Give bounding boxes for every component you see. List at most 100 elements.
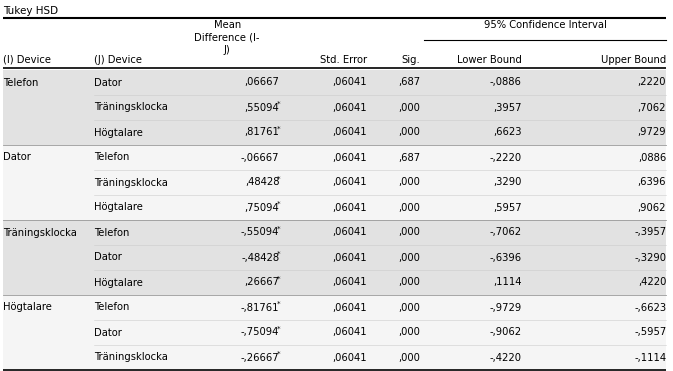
Text: ,000: ,000 [398, 177, 421, 187]
Text: Sig.: Sig. [402, 55, 421, 65]
Text: -,1114: -,1114 [634, 352, 666, 362]
Bar [3, 295, 94, 370]
Text: ,06041: ,06041 [332, 177, 367, 187]
Text: *: * [277, 226, 280, 232]
Bar [94, 120, 666, 145]
Text: ,5957: ,5957 [493, 203, 522, 213]
Text: -,6396: -,6396 [489, 253, 522, 263]
Text: ,06041: ,06041 [332, 128, 367, 138]
Bar [3, 70, 94, 145]
Text: ,06041: ,06041 [332, 253, 367, 263]
Text: ,06041: ,06041 [332, 302, 367, 312]
Text: -,26667: -,26667 [241, 352, 279, 362]
Text: ,06041: ,06041 [332, 278, 367, 288]
Text: ,000: ,000 [398, 253, 421, 263]
Text: Dator: Dator [94, 78, 122, 88]
Text: -,9062: -,9062 [489, 328, 522, 338]
Text: -,2220: -,2220 [489, 152, 522, 162]
Text: -,5957: -,5957 [634, 328, 666, 338]
Text: -,9729: -,9729 [489, 302, 522, 312]
Text: Träningsklocka: Träningsklocka [94, 352, 168, 362]
Text: ,9062: ,9062 [638, 203, 666, 213]
Text: ,3290: ,3290 [493, 177, 522, 187]
Text: *: * [277, 101, 280, 106]
Text: ,6396: ,6396 [638, 177, 666, 187]
Text: ,000: ,000 [398, 203, 421, 213]
Text: ,000: ,000 [398, 302, 421, 312]
Text: Upper Bound: Upper Bound [601, 55, 666, 65]
Text: ,55094: ,55094 [244, 102, 279, 112]
Text: *: * [277, 325, 280, 332]
Text: *: * [277, 200, 280, 207]
Text: (J) Device: (J) Device [94, 55, 142, 65]
Text: ,0886: ,0886 [638, 152, 666, 162]
Bar [94, 295, 666, 320]
Text: Dator: Dator [94, 328, 122, 338]
Bar [3, 220, 94, 295]
Text: Lower Bound: Lower Bound [457, 55, 522, 65]
Text: 95% Confidence Interval: 95% Confidence Interval [484, 20, 606, 30]
Text: -,3957: -,3957 [634, 227, 666, 237]
Text: Dator: Dator [3, 152, 31, 162]
Text: *: * [277, 175, 280, 181]
Text: ,1114: ,1114 [493, 278, 522, 288]
Text: ,000: ,000 [398, 128, 421, 138]
Text: -,7062: -,7062 [489, 227, 522, 237]
Text: ,06667: ,06667 [244, 78, 279, 88]
Text: ,2220: ,2220 [638, 78, 666, 88]
Text: *: * [277, 351, 280, 357]
Text: ,000: ,000 [398, 102, 421, 112]
Text: *: * [277, 301, 280, 306]
Text: ,06041: ,06041 [332, 203, 367, 213]
Text: ,687: ,687 [398, 152, 421, 162]
Text: -,48428: -,48428 [241, 253, 279, 263]
Text: -,0886: -,0886 [490, 78, 522, 88]
Text: *: * [277, 276, 280, 282]
Text: Högtalare: Högtalare [94, 278, 143, 288]
Text: -,81761: -,81761 [241, 302, 279, 312]
Text: ,06041: ,06041 [332, 227, 367, 237]
Bar [94, 270, 666, 295]
Text: ,000: ,000 [398, 227, 421, 237]
Text: ,9729: ,9729 [637, 128, 666, 138]
Text: ,687: ,687 [398, 78, 421, 88]
Text: Telefon: Telefon [94, 152, 130, 162]
Bar [94, 245, 666, 270]
Bar [3, 145, 94, 220]
Bar [94, 170, 666, 195]
Text: (I) Device: (I) Device [3, 55, 51, 65]
Bar [94, 220, 666, 245]
Text: ,48428: ,48428 [245, 177, 279, 187]
Bar [94, 95, 666, 120]
Text: ,000: ,000 [398, 352, 421, 362]
Bar [94, 320, 666, 345]
Text: ,06041: ,06041 [332, 102, 367, 112]
Text: Std. Error: Std. Error [320, 55, 367, 65]
Text: ,81761: ,81761 [244, 128, 279, 138]
Text: -,4220: -,4220 [489, 352, 522, 362]
Text: ,6623: ,6623 [493, 128, 522, 138]
Text: Telefon: Telefon [94, 227, 130, 237]
Text: Telefon: Telefon [94, 302, 130, 312]
Text: -,6623: -,6623 [634, 302, 666, 312]
Text: ,06041: ,06041 [332, 328, 367, 338]
Text: -,75094: -,75094 [241, 328, 279, 338]
Text: Tukey HSD: Tukey HSD [3, 6, 59, 16]
Text: Högtalare: Högtalare [94, 203, 143, 213]
Text: ,75094: ,75094 [244, 203, 279, 213]
Text: ,000: ,000 [398, 278, 421, 288]
Text: ,4220: ,4220 [638, 278, 666, 288]
Text: Träningsklocka: Träningsklocka [94, 177, 168, 187]
Bar [94, 145, 666, 170]
Text: ,06041: ,06041 [332, 78, 367, 88]
Text: ,26667: ,26667 [244, 278, 279, 288]
Text: -,55094: -,55094 [241, 227, 279, 237]
Bar [94, 345, 666, 370]
Text: ,06041: ,06041 [332, 152, 367, 162]
Text: -,3290: -,3290 [634, 253, 666, 263]
Text: Träningsklocka: Träningsklocka [94, 102, 168, 112]
Text: Högtalare: Högtalare [3, 302, 52, 312]
Text: Högtalare: Högtalare [94, 128, 143, 138]
Text: Mean
Difference (I-
J): Mean Difference (I- J) [194, 20, 260, 55]
Text: ,06041: ,06041 [332, 352, 367, 362]
